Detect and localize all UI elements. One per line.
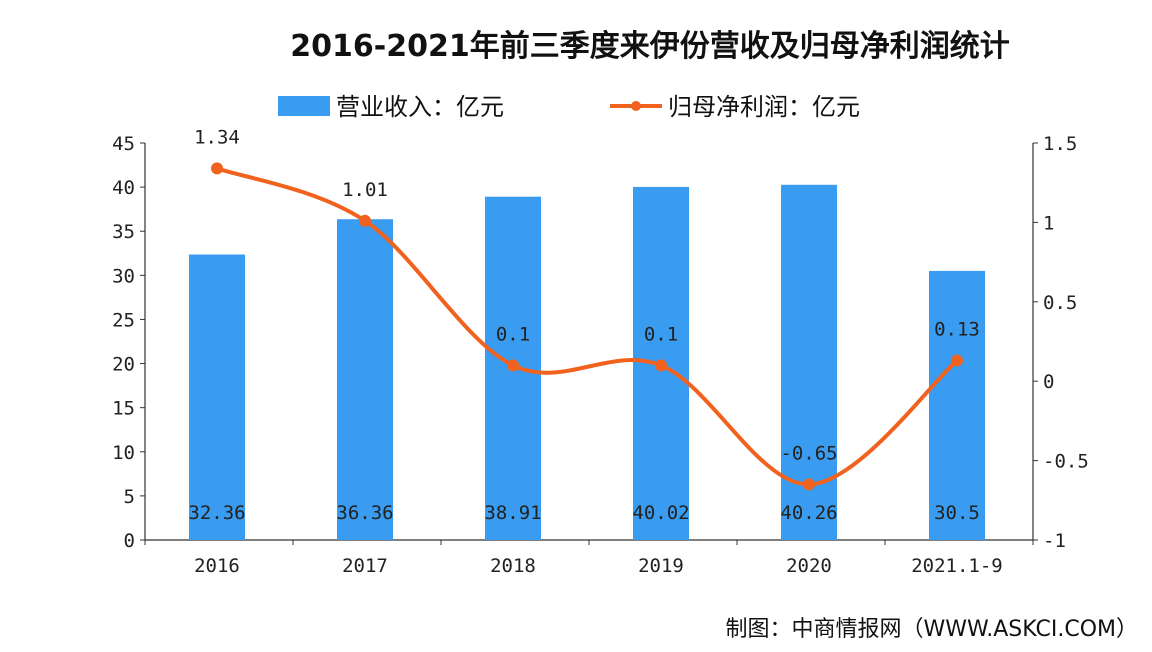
profit-line — [216, 166, 959, 487]
line-data-label: -0.65 — [780, 442, 837, 464]
left-tick-label: 40 — [112, 177, 135, 199]
profit-point — [359, 214, 371, 227]
bar — [929, 270, 985, 540]
line-data-label: 0.1 — [644, 323, 678, 345]
left-tick-label: 30 — [112, 265, 135, 287]
line-data-label: 1.34 — [194, 126, 240, 148]
left-tick-label: 45 — [112, 133, 135, 155]
right-tick-label: 1.5 — [1043, 133, 1077, 155]
profit-point — [655, 359, 667, 372]
left-tick-label: 10 — [112, 442, 135, 464]
profit-point — [507, 359, 519, 372]
right-tick-label: 1 — [1043, 212, 1054, 234]
bars — [189, 184, 985, 541]
bar-data-label: 32.36 — [188, 502, 245, 524]
right-tick-label: -1 — [1043, 530, 1066, 552]
chart-title: 2016-2021年前三季度来伊份营收及归母净利润统计 — [290, 29, 1009, 64]
legend-bar-swatch — [278, 96, 330, 116]
left-tick-label: 20 — [112, 354, 135, 376]
line-data-label: 1.01 — [342, 179, 388, 201]
left-tick-label: 5 — [124, 486, 135, 508]
left-tick-label: 35 — [112, 221, 135, 243]
bar-data-label: 36.36 — [336, 502, 393, 524]
legend-line-marker — [631, 101, 641, 111]
left-tick-label: 25 — [112, 309, 135, 331]
bar — [337, 219, 393, 540]
bar — [189, 254, 245, 541]
profit-point — [951, 354, 963, 367]
data-labels: 32.36 36.36 38.91 40.02 40.26 30.5 1.34 1.01 0.1… — [188, 126, 979, 524]
source-note: 制图：中商情报网（WWW.ASKCI.COM） — [726, 617, 1138, 642]
x-tick-label: 2020 — [786, 555, 832, 577]
left-tick-label: 0 — [124, 530, 135, 552]
line-series — [211, 162, 963, 491]
x-tick-label: 2018 — [490, 555, 536, 577]
axes: 0 5 10 15 20 25 30 35 40 45 -1 -0.5 0 0.5 1 1.5 2016 2017… — [112, 133, 1089, 577]
bar-data-label: 40.02 — [632, 502, 689, 524]
legend-bar-label: 营业收入：亿元 — [336, 93, 504, 121]
legend: 营业收入：亿元 归母净利润：亿元 — [278, 93, 860, 121]
x-tick-label: 2017 — [342, 555, 388, 577]
x-tick-label: 2016 — [194, 555, 240, 577]
right-tick-label: 0.5 — [1043, 292, 1077, 314]
x-tick-label: 2019 — [638, 555, 684, 577]
line-data-label: 0.13 — [934, 319, 980, 341]
left-tick-label: 15 — [112, 398, 135, 420]
bar-data-label: 30.5 — [934, 502, 980, 524]
bar-data-label: 38.91 — [484, 502, 541, 524]
bar-data-label: 40.26 — [780, 502, 837, 524]
right-tick-label: -0.5 — [1043, 451, 1089, 473]
line-data-label: 0.1 — [496, 323, 530, 345]
legend-line-label: 归母净利润：亿元 — [668, 93, 860, 121]
right-tick-label: 0 — [1043, 371, 1054, 393]
x-tick-label: 2021.1-9 — [911, 555, 1003, 577]
profit-point — [211, 162, 223, 175]
profit-point — [803, 478, 815, 491]
